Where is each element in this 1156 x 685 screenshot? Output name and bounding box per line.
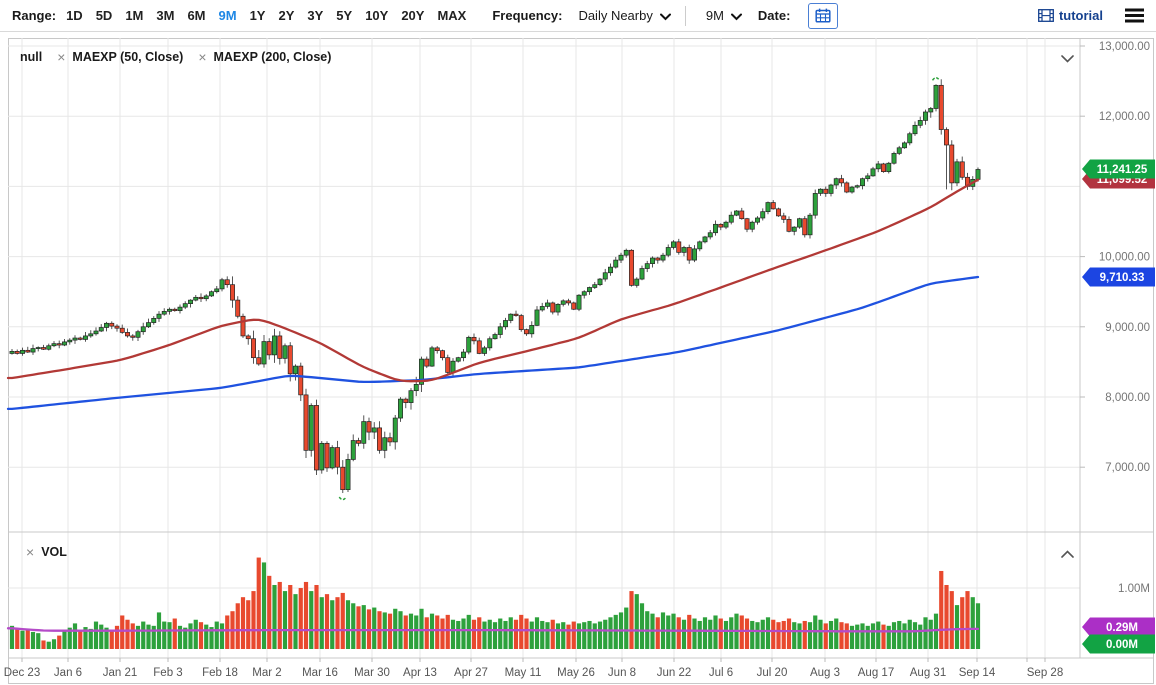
close-ma200-icon[interactable]: × (198, 49, 207, 65)
study-ma200-label: MAEXP (200, Close) (213, 50, 332, 64)
range-button-1m[interactable]: 1M (125, 8, 144, 23)
close-vol-icon[interactable]: × (26, 544, 35, 560)
frequency-value: Daily Nearby (578, 8, 653, 23)
svg-text:Jan 6: Jan 6 (54, 667, 82, 679)
volume-panel-legend: × VOL (26, 545, 67, 559)
frequency-dropdown[interactable]: Daily Nearby (578, 8, 671, 23)
expand-volume-panel-button[interactable] (1056, 546, 1078, 562)
svg-text:Aug 31: Aug 31 (910, 667, 946, 679)
svg-text:Jun 22: Jun 22 (657, 667, 692, 679)
range-button-3y[interactable]: 3Y (307, 8, 324, 23)
svg-text:Jan 21: Jan 21 (103, 667, 138, 679)
svg-text:Aug 17: Aug 17 (858, 667, 894, 679)
svg-text:7,000.00: 7,000.00 (1105, 462, 1150, 474)
chevron-up-icon (1060, 550, 1074, 558)
chevron-down-icon (659, 13, 671, 20)
axis-badge-price-1: 11,241.25 (1082, 159, 1155, 179)
svg-text:9,710.33: 9,710.33 (1100, 272, 1145, 284)
toolbar: Range: 1D 5D 1M 3M 6M 9M 1Y 2Y 3Y 5Y 10Y 20Y MAX Fre… (0, 0, 1156, 32)
svg-text:8,000.00: 8,000.00 (1105, 392, 1150, 404)
range-button-max[interactable]: MAX (437, 8, 467, 23)
svg-text:Mar 2: Mar 2 (252, 667, 281, 679)
axis-badge-price-2: 9,710.33 (1082, 267, 1155, 287)
study-ma200: × MAEXP (200, Close) (198, 50, 331, 64)
collapse-main-panel-button[interactable] (1056, 51, 1078, 67)
svg-text:Feb 18: Feb 18 (202, 667, 238, 679)
svg-text:May 11: May 11 (505, 667, 542, 679)
study-ma50-label: MAEXP (50, Close) (72, 50, 184, 64)
chevron-down-icon (1060, 55, 1074, 63)
toolbar-divider (684, 5, 686, 26)
date-label: Date: (757, 8, 791, 23)
range-button-3m[interactable]: 3M (156, 8, 175, 23)
date-picker-button[interactable] (808, 2, 839, 29)
svg-text:Jul 6: Jul 6 (709, 667, 733, 679)
period-dropdown[interactable]: 9M (706, 8, 742, 23)
tutorial-link[interactable]: tutorial (1037, 8, 1103, 23)
range-button-5y[interactable]: 5Y (336, 8, 353, 23)
svg-text:Apr 27: Apr 27 (454, 667, 488, 679)
svg-text:12,000.00: 12,000.00 (1099, 111, 1150, 123)
tutorial-label: tutorial (1058, 8, 1103, 23)
chevron-down-icon (730, 13, 742, 20)
svg-text:Feb 3: Feb 3 (153, 667, 182, 679)
chart-frame (8, 38, 1154, 684)
range-button-9m[interactable]: 9M (218, 8, 237, 23)
hamburger-menu-icon[interactable] (1125, 8, 1144, 23)
range-button-6m[interactable]: 6M (187, 8, 206, 23)
svg-text:Mar 16: Mar 16 (302, 667, 338, 679)
svg-text:1.00M: 1.00M (1118, 583, 1150, 595)
range-button-1y[interactable]: 1Y (249, 8, 266, 23)
svg-text:13,000.00: 13,000.00 (1099, 41, 1150, 53)
svg-text:Aug 3: Aug 3 (810, 667, 840, 679)
film-icon (1037, 9, 1054, 22)
main-panel-legend: null × MAEXP (50, Close) × MAEXP (200, C… (20, 50, 331, 64)
svg-text:10,000.00: 10,000.00 (1099, 252, 1150, 264)
svg-text:0.29M: 0.29M (1106, 622, 1138, 634)
study-vol-label: VOL (41, 545, 67, 559)
symbol-label: null (20, 50, 43, 64)
svg-text:Mar 30: Mar 30 (354, 667, 390, 679)
svg-text:11,241.25: 11,241.25 (1097, 164, 1148, 176)
study-ma50: × MAEXP (50, Close) (57, 50, 183, 64)
range-button-2y[interactable]: 2Y (278, 8, 295, 23)
study-vol: × VOL (26, 545, 67, 559)
range-button-20y[interactable]: 20Y (401, 8, 425, 23)
calendar-icon (815, 8, 831, 23)
svg-text:Sep 28: Sep 28 (1027, 667, 1063, 679)
axis-badge-volume-1: 0.00M (1082, 634, 1155, 654)
range-button-10y[interactable]: 10Y (365, 8, 389, 23)
svg-text:Jun 8: Jun 8 (608, 667, 636, 679)
range-button-5d[interactable]: 5D (95, 8, 113, 23)
frequency-label: Frequency: (492, 8, 563, 23)
svg-text:Jul 20: Jul 20 (757, 667, 788, 679)
svg-text:9,000.00: 9,000.00 (1105, 322, 1150, 334)
close-ma50-icon[interactable]: × (57, 49, 66, 65)
svg-text:Dec 23: Dec 23 (4, 667, 40, 679)
range-label: Range: (12, 8, 57, 23)
svg-text:Sep 14: Sep 14 (959, 667, 996, 679)
period-value: 9M (705, 8, 724, 23)
range-button-1d[interactable]: 1D (66, 8, 83, 23)
range-button-list: 1D 5D 1M 3M 6M 9M 1Y 2Y 3Y 5Y 10Y 20Y MAX (66, 8, 466, 23)
svg-text:May 26: May 26 (557, 667, 595, 679)
axis-badge-volume-0: 0.29M (1082, 617, 1155, 637)
svg-text:0.00M: 0.00M (1106, 639, 1138, 651)
svg-text:Apr 13: Apr 13 (403, 667, 437, 679)
